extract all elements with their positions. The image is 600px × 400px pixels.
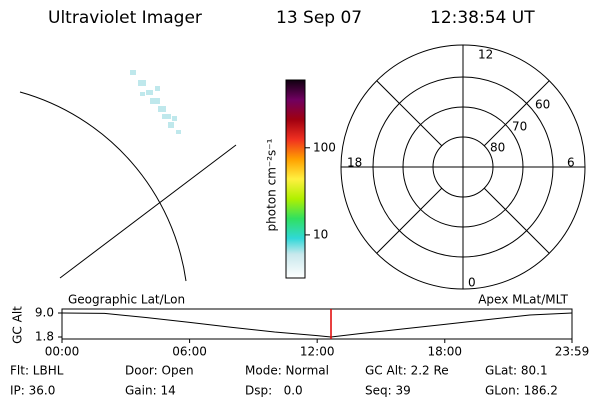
x-tick-label: 06:00 [172,345,207,359]
polar-plot: 12 18 6 0 60 70 80 [340,44,586,290]
limb-arc [19,91,187,282]
strip-frame [61,308,573,340]
strip-label: Geographic Lat/Lon [68,293,185,307]
y-axis-label: GC Alt [11,306,25,344]
ring-label: 80 [490,141,505,155]
ring-label: 70 [512,120,527,134]
info-field: GLat: 80.1 [485,364,548,378]
date: 13 Sep 07 [276,8,362,28]
info-field: IP: 36.0 [10,384,55,398]
colorbar [285,79,306,279]
info-field: Gain: 14 [125,384,176,398]
colorbar-label: photon cm⁻²s⁻¹ [265,138,279,231]
image-panel [19,70,237,282]
polar-label: 12 [478,48,493,62]
x-tick-label: 12:00 [300,345,335,359]
x-tick-label: 23:59 [555,345,590,359]
polar-label: 6 [567,156,575,170]
polar-label: 18 [347,156,362,170]
strip-label: Apex MLat/MLT [478,293,568,307]
colorbar-tick-label: 100 [313,140,336,154]
title: Ultraviolet Imager [48,8,202,28]
aurora [130,70,181,134]
colorbar-tick-label: 10 [313,227,328,241]
info-field: Dsp: 0.0 [245,384,303,398]
y-tick-label: 1.8 [35,330,54,344]
info-field: GC Alt: 2.2 Re [365,364,449,378]
info-field: Door: Open [125,364,194,378]
info-field: Mode: Normal [245,364,329,378]
info-field: Seq: 39 [365,384,411,398]
data-line [61,312,573,338]
info-field: Flt: LBHL [10,364,64,378]
y-tick-label: 9.0 [35,306,54,320]
grid-line [59,144,237,279]
polar-label: 0 [468,276,476,290]
x-tick-label: 00:00 [45,345,80,359]
info-field: GLon: 186.2 [485,384,558,398]
ring-label: 60 [535,98,550,112]
time: 12:38:54 UT [430,8,535,28]
x-tick-label: 18:00 [427,345,462,359]
